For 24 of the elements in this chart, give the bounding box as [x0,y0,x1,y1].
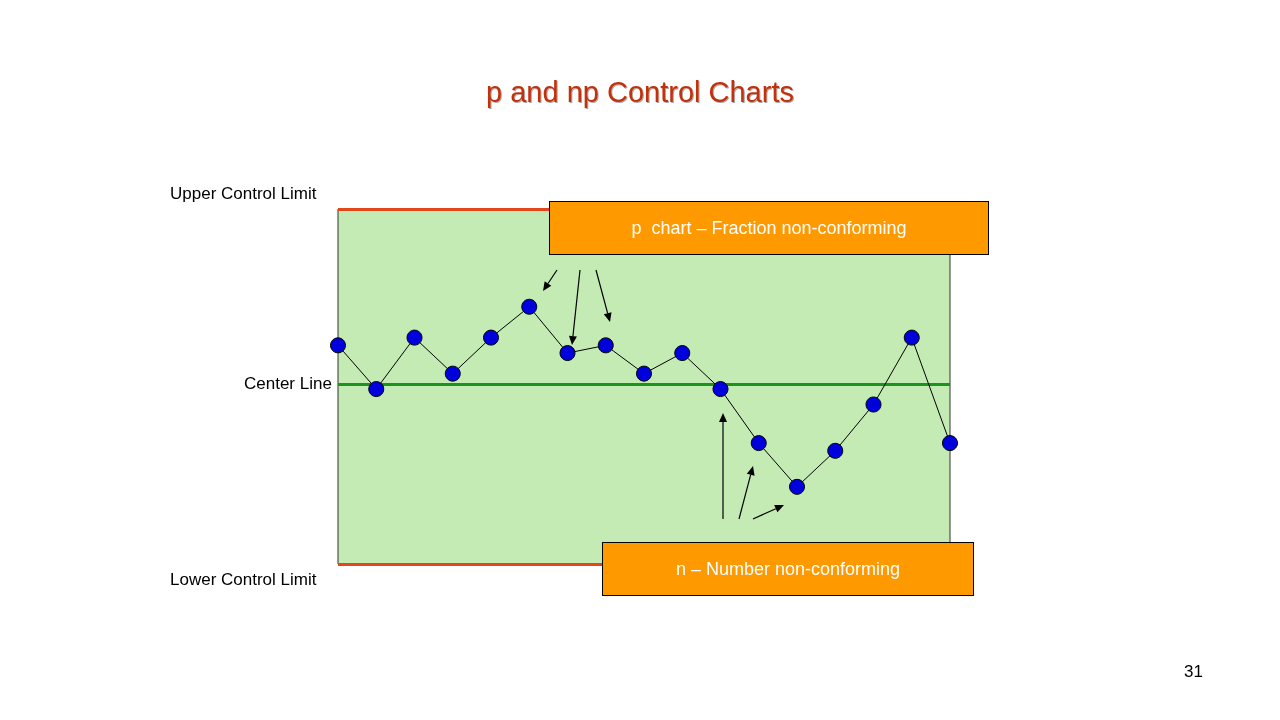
point [750,435,767,452]
point [406,329,423,346]
point [483,329,499,346]
point [942,435,958,452]
point [903,329,920,346]
point [444,365,461,382]
point [789,478,805,495]
ref-line-label: Center Line [244,373,332,394]
point [865,396,882,413]
chart-title: p and np Control Charts [486,75,794,108]
callout-box: p chart – Fraction non-conforming [549,201,989,255]
point [559,345,576,362]
point [368,381,385,398]
point [521,298,538,315]
point [597,337,614,354]
ref-line-label: Lower Control Limit [170,570,317,590]
point [330,337,346,354]
ref-line-label: Upper Control Limit [170,184,317,204]
point [827,442,844,459]
point [636,365,652,382]
text: 31 [1184,662,1203,682]
point [674,345,691,362]
point [712,381,729,398]
callout-box: n – Number non-conforming [602,542,974,596]
